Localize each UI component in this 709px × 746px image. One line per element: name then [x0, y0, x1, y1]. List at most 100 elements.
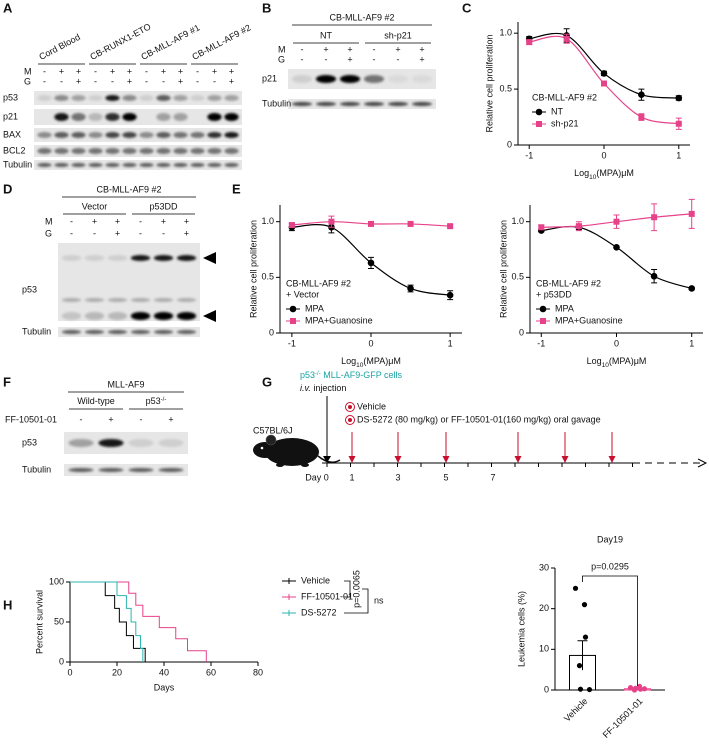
band — [158, 439, 184, 447]
treatment-sign: + — [127, 66, 132, 76]
band — [156, 148, 171, 154]
data-point — [563, 35, 570, 42]
annotation: ns — [374, 595, 384, 605]
band — [105, 95, 120, 101]
band — [339, 102, 361, 106]
survival-curve — [70, 581, 146, 662]
data-point — [638, 91, 645, 98]
x-axis-label-part: Log — [574, 168, 589, 178]
band — [190, 163, 205, 167]
band — [224, 95, 239, 101]
y-tick-label: 10 — [539, 644, 549, 654]
blot-membrane — [64, 464, 188, 476]
legend-dot — [348, 405, 352, 409]
treatment-sign: + — [178, 76, 183, 86]
panel-label: D — [3, 181, 12, 196]
band — [291, 75, 313, 83]
blot-title: CB-MLL-AF9 #2 — [329, 12, 394, 22]
legend-title: CB-MLL-AF9 #2 — [286, 278, 351, 288]
treatment-sign: - — [162, 228, 165, 238]
treatment-sign: + — [161, 216, 166, 226]
blot-membrane — [34, 109, 242, 125]
bracket — [344, 580, 351, 598]
band — [107, 312, 128, 320]
band — [88, 132, 103, 138]
legend-label: DS-5272 (80 mg/kg) or FF-10501-01(160 mg… — [357, 414, 601, 424]
band — [130, 298, 151, 302]
x-tick-label: 0 — [614, 338, 619, 348]
group-label: Vector — [82, 201, 108, 211]
row-label: Tubulin — [262, 98, 291, 108]
mouse-foot — [301, 463, 309, 467]
legend-marker — [539, 305, 547, 313]
x-tick-label: FF-10501-01 — [601, 696, 645, 740]
band — [71, 148, 86, 154]
legend-title: CB-MLL-AF9 #2 — [536, 278, 601, 288]
group-superscript: -/- — [161, 397, 167, 403]
arrowhead — [348, 456, 356, 463]
treatment-label: G — [45, 228, 52, 238]
legend-label: FF-10501-01 — [301, 591, 353, 601]
legend-marker — [540, 318, 546, 324]
treatment-label: FF-10501-01 — [5, 414, 57, 424]
data-point — [581, 602, 588, 608]
treatment-sign: - — [373, 44, 376, 54]
data-point — [367, 259, 375, 267]
band — [173, 132, 188, 138]
group-name: p53 — [146, 396, 161, 406]
bracket — [344, 588, 369, 614]
band — [315, 75, 337, 83]
band — [54, 163, 69, 167]
band — [122, 113, 137, 121]
data-point — [613, 243, 620, 251]
data-point — [407, 285, 414, 292]
data-point — [577, 686, 584, 692]
x-tick-label: 1 — [448, 338, 453, 348]
band — [88, 113, 103, 121]
legend-label: Vehicle — [301, 575, 330, 585]
row-label: p21 — [3, 111, 18, 121]
row-label: p53 — [3, 92, 18, 102]
mouse-icon — [253, 434, 341, 467]
treatment-sign: - — [43, 66, 46, 76]
band — [156, 95, 171, 101]
treatment-sign: + — [76, 76, 81, 86]
treatment-sign: + — [161, 66, 166, 76]
blot-membrane — [288, 69, 436, 89]
x-axis-label-part: 10 — [602, 362, 610, 369]
legend-dot — [348, 418, 352, 422]
band — [315, 102, 337, 106]
y-tick-label: 100 — [49, 576, 64, 586]
band — [207, 95, 222, 101]
treatment-sign: - — [301, 44, 304, 54]
cells-name: MLL-AF9-GFP cells — [321, 370, 403, 380]
band — [153, 255, 174, 261]
data-point — [601, 80, 607, 87]
data-point — [600, 70, 608, 77]
x-axis-label-part: 10 — [356, 362, 364, 369]
data-point — [368, 220, 374, 227]
blot-membrane — [58, 243, 200, 321]
panel-label: A — [3, 0, 13, 15]
row-label: p53 — [22, 284, 37, 294]
panel-label: H — [3, 597, 12, 612]
band — [98, 468, 124, 472]
treatment-sign: - — [80, 414, 83, 424]
blot-title: MLL-AF9 — [107, 379, 144, 389]
x-axis-label: Log10(MPA)μM — [341, 356, 401, 368]
x-axis-label-part: Log — [341, 356, 356, 366]
mouse-foot — [276, 463, 284, 467]
treatment-sign: + — [110, 66, 115, 76]
y-axis-label: Relative cell proliferation — [248, 220, 258, 318]
band — [122, 163, 137, 167]
band — [363, 75, 385, 83]
x-tick-label: 20 — [112, 667, 122, 677]
treatment-sign: - — [196, 76, 199, 86]
treatment-label: G — [278, 54, 285, 64]
treatment-sign: + — [108, 414, 113, 424]
cells-gene: p53 — [300, 370, 315, 380]
band — [61, 255, 82, 261]
treatment-sign: + — [229, 76, 234, 86]
arrowhead — [608, 456, 616, 463]
